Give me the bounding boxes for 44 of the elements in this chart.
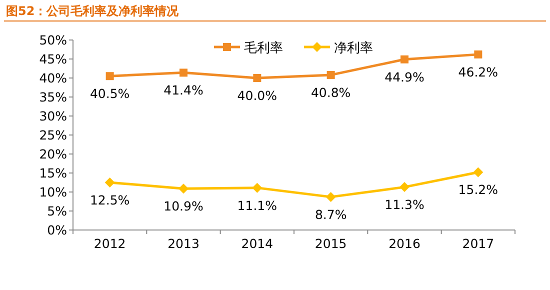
- y-tick-label: 50%: [39, 32, 68, 48]
- data-label: 46.2%: [458, 64, 498, 80]
- data-label: 40.0%: [237, 88, 278, 103]
- data-label: 40.8%: [310, 84, 351, 100]
- data-label: 8.7%: [314, 206, 347, 222]
- y-tick-label: 0%: [47, 222, 68, 238]
- data-label: 11.3%: [384, 197, 424, 212]
- x-tick-label: 2015: [314, 236, 347, 251]
- y-tick-label: 40%: [39, 70, 68, 86]
- data-label: 44.9%: [384, 69, 424, 84]
- x-tick-label: 2013: [168, 236, 200, 251]
- point: [104, 178, 115, 188]
- y-tick-label: 20%: [39, 146, 68, 162]
- chart-title: 图52：公司毛利率及净利率情况: [6, 4, 180, 18]
- y-tick-label: 35%: [39, 90, 68, 104]
- legend-label: 毛利率: [244, 40, 283, 56]
- x-tick-label: 2017: [462, 236, 494, 251]
- data-label: 11.1%: [237, 198, 278, 213]
- point: [326, 192, 336, 202]
- point: [252, 182, 262, 193]
- x-tick-label: 2012: [94, 236, 126, 251]
- point: [178, 184, 188, 194]
- point: [180, 68, 188, 77]
- point: [106, 72, 114, 80]
- point: [326, 70, 335, 79]
- y-tick-label: 25%: [39, 128, 68, 142]
- data-label: 41.4%: [164, 82, 204, 98]
- x-tick-label: 2014: [241, 236, 274, 251]
- y-tick-label: 30%: [39, 108, 68, 124]
- x-tick-label: 2016: [388, 236, 420, 251]
- point: [400, 55, 408, 64]
- data-label: 12.5%: [90, 192, 130, 208]
- data-label: 15.2%: [458, 182, 498, 198]
- data-label: 40.5%: [90, 86, 130, 102]
- y-tick-label: 15%: [39, 166, 68, 180]
- y-tick-label: 10%: [39, 184, 68, 200]
- y-tick-label: 45%: [39, 52, 68, 66]
- point: [473, 167, 484, 178]
- y-tick-label: 5%: [47, 204, 68, 218]
- point: [400, 182, 410, 192]
- point: [253, 74, 262, 82]
- point: [474, 50, 482, 58]
- data-label: 10.9%: [164, 198, 204, 214]
- legend-label: 净利率: [334, 40, 373, 56]
